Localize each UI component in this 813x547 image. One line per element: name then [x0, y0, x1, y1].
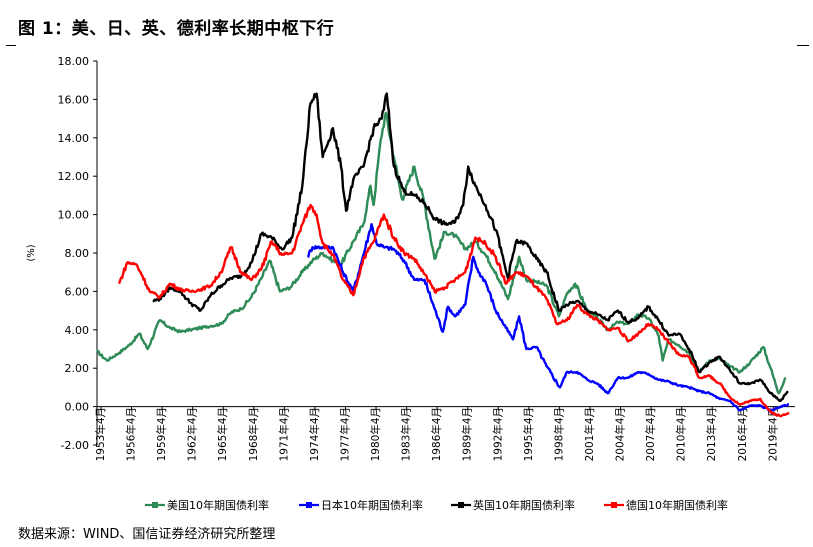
x-tick-label: 1953年4月: [94, 407, 107, 461]
chart-series: [96, 92, 790, 418]
x-tick-label: 1980年4月: [369, 407, 382, 461]
x-tick-label: 1992年4月: [491, 407, 504, 461]
y-tick-label: 14.00: [58, 132, 90, 145]
x-tick-label: 2016年4月: [736, 407, 749, 461]
y-tick-label: 8.00: [65, 247, 90, 260]
x-tick-label: 1974年4月: [308, 407, 321, 461]
y-tick-label: 0.00: [65, 401, 90, 414]
legend-label-uk: 英国10年期国债利率: [473, 498, 575, 512]
legend-label-germany: 德国10年期国债利率: [626, 498, 728, 512]
x-tick-label: 1971年4月: [277, 407, 290, 461]
line-chart: 18.00 16.00 14.00 12.00 10.00 8.00 6.00 4.00 2.0…: [26, 55, 795, 512]
series-line-japan: [307, 222, 790, 412]
page-title: 图 1：美、日、英、德利率长期中枢下行: [18, 19, 335, 39]
y-tick-label: 12.00: [58, 170, 90, 183]
y-tick-label: 10.00: [58, 209, 90, 222]
legend-marker-uk: [458, 502, 464, 508]
x-tick-label: 1989年4月: [461, 407, 474, 461]
x-tick-label: 2010年4月: [675, 407, 688, 461]
chart-legend: 美国10年期国债利率 日本10年期国债利率 英国10年期国债利率 德国10年期国债利率: [145, 498, 728, 512]
x-tick-label: 1968年4月: [247, 407, 260, 461]
y-tick-label: 6.00: [65, 285, 90, 298]
y-tick-label: 4.00: [65, 324, 90, 337]
legend-marker-germany: [611, 502, 617, 508]
x-tick-label: 2001年4月: [583, 407, 596, 461]
x-tick-label: 2007年4月: [644, 407, 657, 461]
x-tick-label: 2004年4月: [614, 407, 627, 461]
series-line-uk: [152, 92, 789, 403]
y-tick-label: -2.00: [61, 439, 89, 452]
x-tick-label: 1986年4月: [430, 407, 443, 461]
x-tick-label: 2019年4月: [766, 407, 779, 461]
series-line-us: [96, 111, 787, 395]
x-tick-label: 1983年4月: [400, 407, 413, 461]
data-source-note: 数据来源：WIND、国信证券经济研究所整理: [18, 527, 276, 542]
header-rule-right: [797, 45, 809, 46]
y-tick-label: 18.00: [58, 55, 90, 68]
legend-label-us: 美国10年期国债利率: [167, 498, 269, 512]
legend-label-japan: 日本10年期国债利率: [321, 498, 423, 512]
x-tick-label: 1959年4月: [155, 407, 168, 461]
y-axis-label: (%): [26, 244, 37, 261]
series-line-germany: [117, 203, 790, 418]
legend-marker-japan: [306, 502, 312, 508]
chart-axes: 18.00 16.00 14.00 12.00 10.00 8.00 6.00 4.00 2.0…: [26, 55, 795, 461]
y-tick-label: 16.00: [58, 93, 90, 106]
legend-marker-us: [152, 502, 158, 508]
header-rule-left: [6, 45, 16, 46]
x-tick-label: 2013年4月: [705, 407, 718, 461]
x-tick-label: 1962年4月: [186, 407, 199, 461]
x-tick-label: 1995年4月: [522, 407, 535, 461]
x-tick-label: 1977年4月: [338, 407, 351, 461]
x-tick-label: 1956年4月: [125, 407, 138, 461]
x-tick-label: 1965年4月: [216, 407, 229, 461]
x-tick-label: 1998年4月: [552, 407, 565, 461]
y-tick-label: 2.00: [65, 362, 90, 375]
